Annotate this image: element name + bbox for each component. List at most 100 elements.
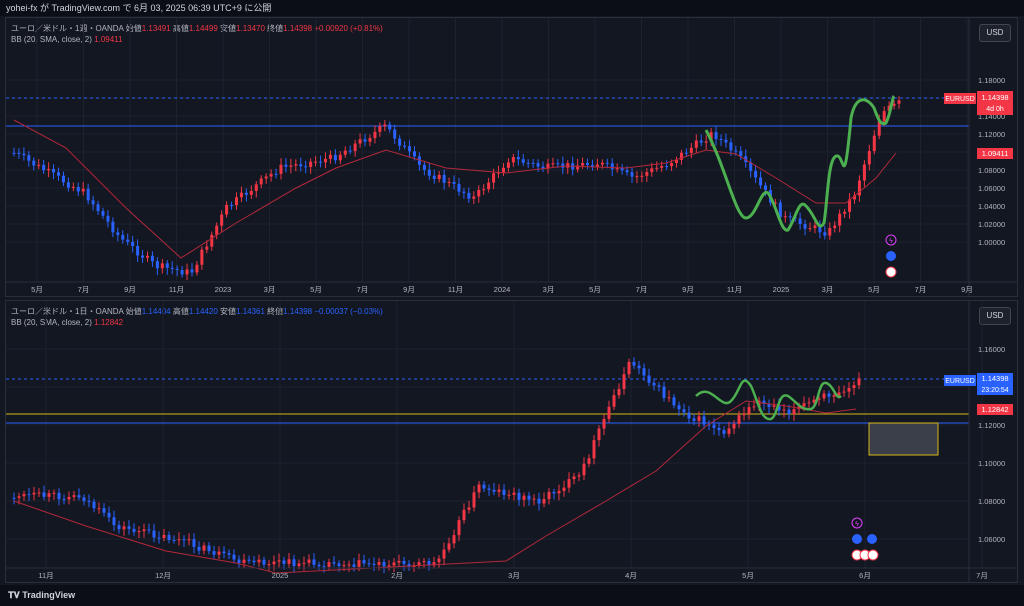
candle-body <box>152 530 156 538</box>
candle-body <box>82 497 86 502</box>
candle-body <box>282 560 286 564</box>
daily-bb-basis <box>13 400 857 574</box>
eu-flag-icon[interactable] <box>886 251 896 261</box>
candle-body <box>792 409 796 415</box>
candle-body <box>264 176 268 179</box>
candle-body <box>817 398 821 400</box>
candle-body <box>838 213 842 226</box>
candle-body <box>857 378 861 386</box>
daily-bb-legend[interactable]: BB (20, SMA, close, 2) 1.12842 <box>11 318 123 327</box>
candle-body <box>704 141 708 143</box>
tradingview-logo[interactable]: 𝐓𝐕 TradingView <box>8 590 76 600</box>
candle-body <box>200 249 204 265</box>
candle-body <box>343 150 347 155</box>
candle-body <box>47 493 51 497</box>
candle-body <box>532 498 536 500</box>
candle-body <box>126 239 130 242</box>
candle-body <box>277 560 281 562</box>
candle-body <box>694 140 698 148</box>
candle-body <box>828 228 832 236</box>
weekly-chart-pane[interactable]: ユーロ／米ドル・1週・OANDA 始値1.13491 高値1.14499 安値1… <box>5 17 1018 297</box>
candle-body <box>679 152 683 160</box>
candle-body <box>56 172 60 176</box>
candle-body <box>732 423 736 429</box>
x-tick-label: 3月 <box>543 285 555 294</box>
event-icons[interactable]: ϟ <box>885 234 897 278</box>
candle-body <box>577 475 581 477</box>
candle-body <box>692 418 696 421</box>
candle-body <box>482 484 486 489</box>
candle-body <box>17 152 21 154</box>
candle-body <box>107 512 111 518</box>
candle-body <box>833 225 837 229</box>
lightning-icon[interactable] <box>885 234 897 246</box>
candle-body <box>393 129 397 139</box>
eu-flag-icon[interactable] <box>852 534 862 544</box>
daily-wave-drawing[interactable] <box>695 379 842 421</box>
candle-body <box>556 163 560 165</box>
lightning-icon[interactable] <box>851 517 863 529</box>
weekly-wave-drawing[interactable] <box>704 94 896 232</box>
x-tick-label: 5月 <box>742 571 754 580</box>
us-flag-icon-3[interactable] <box>867 549 879 561</box>
candle-body <box>279 164 283 174</box>
candle-body <box>259 178 263 185</box>
candle-body <box>86 188 90 201</box>
candle-body <box>337 563 341 566</box>
candle-body <box>717 427 721 431</box>
candle-body <box>377 561 381 565</box>
y-tick-label: 1.06000 <box>978 184 1005 193</box>
us-flag-icon[interactable] <box>885 266 897 278</box>
symbol-title: ユーロ／米ドル・1日・OANDA <box>11 307 124 316</box>
candle-body <box>207 545 211 552</box>
candle-body <box>407 563 411 567</box>
candle-body <box>116 232 120 235</box>
daily-event-icons[interactable]: ϟ <box>851 517 879 561</box>
weekly-chart-canvas[interactable]: 1.180001.160001.140001.120001.100001.080… <box>6 18 1017 296</box>
currency-button[interactable]: USD <box>979 307 1011 325</box>
daily-chart-canvas[interactable]: 1.160001.140001.120001.100001.080001.060… <box>6 301 1017 582</box>
y-tick-label: 1.12000 <box>978 421 1005 430</box>
candle-body <box>652 382 656 386</box>
x-tick-label: 12月 <box>155 571 171 580</box>
candle-body <box>269 173 273 177</box>
x-tick-label: 11月 <box>448 285 463 294</box>
candle-body <box>62 499 66 501</box>
target-zone-box[interactable] <box>868 422 939 456</box>
candle-body <box>630 172 634 177</box>
candle-body <box>812 399 816 403</box>
eu-flag-icon-2[interactable] <box>867 534 877 544</box>
candle-body <box>437 558 441 563</box>
candle-body <box>562 487 566 491</box>
candle-body <box>182 539 186 541</box>
candle-body <box>517 492 521 500</box>
candle-body <box>582 463 586 476</box>
candle-body <box>754 170 758 178</box>
candle-body <box>640 175 644 177</box>
candle-body <box>506 162 510 168</box>
candle-body <box>547 491 551 500</box>
candle-body <box>637 365 641 369</box>
candle-body <box>452 535 456 544</box>
candle-body <box>87 501 91 503</box>
currency-button[interactable]: USD <box>979 24 1011 42</box>
close-label: 終値 <box>267 307 284 316</box>
candle-body <box>117 525 121 530</box>
weekly-ohlc-legend: ユーロ／米ドル・1週・OANDA 始値1.13491 高値1.14499 安値1… <box>11 23 383 34</box>
candle-body <box>552 491 556 494</box>
candle-body <box>121 234 125 240</box>
candle-body <box>297 563 301 567</box>
bb-value: 1.12842 <box>94 318 124 327</box>
svg-text:ϟ: ϟ <box>855 521 859 528</box>
candle-body <box>452 182 456 184</box>
candle-body <box>620 167 624 171</box>
close-value: 1.14398 <box>283 307 313 316</box>
candle-body <box>272 561 276 565</box>
candle-body <box>267 564 271 566</box>
candle-body <box>842 391 846 393</box>
weekly-bb-legend[interactable]: BB (20, SMA, close, 2) 1.09411 <box>11 35 122 44</box>
candle-body <box>357 560 361 567</box>
candle-body <box>522 495 526 500</box>
daily-chart-pane[interactable]: ユーロ／米ドル・1日・OANDA 始値1.14404 高値1.14420 安値1… <box>5 300 1018 583</box>
candle-body <box>762 400 766 404</box>
